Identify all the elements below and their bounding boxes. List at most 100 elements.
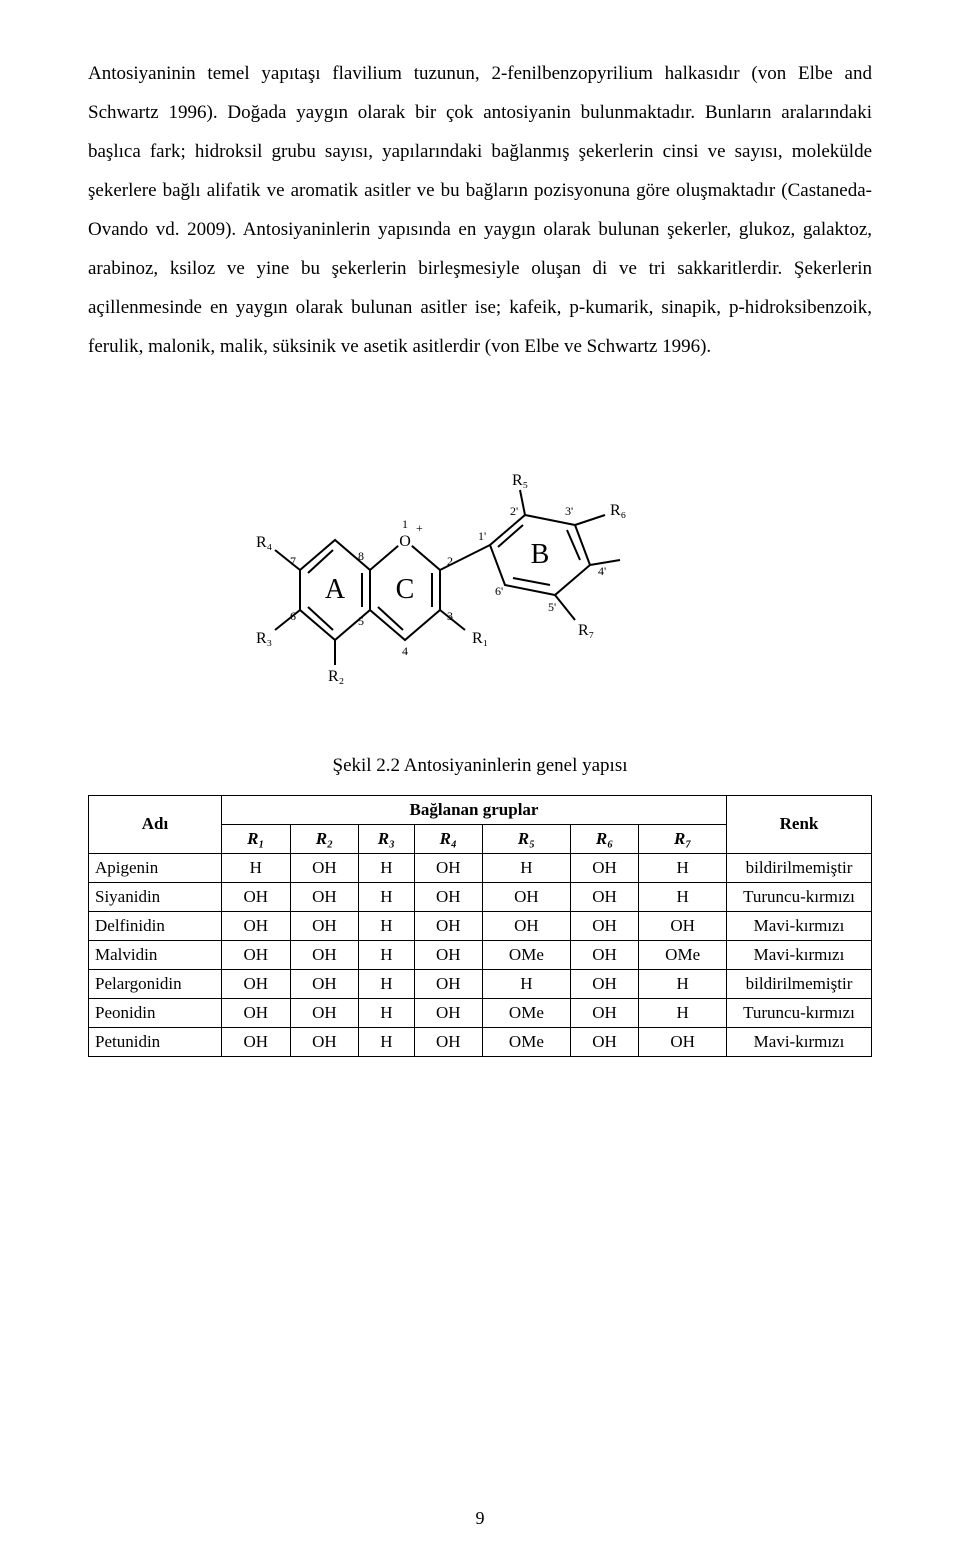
label-r7: R₇ [578, 622, 594, 639]
pos-6p: 6' [495, 584, 503, 598]
pos-4: 4 [402, 644, 408, 658]
cell-value: OH [222, 911, 291, 940]
cell-value: H [483, 853, 571, 882]
cell-color: Mavi-kırmızı [727, 1027, 872, 1056]
label-r3: R₃ [256, 630, 272, 647]
cell-value: OMe [483, 940, 571, 969]
cell-color: Turuncu-kırmızı [727, 998, 872, 1027]
label-r2: R₂ [328, 668, 344, 685]
cell-value: OH [414, 940, 483, 969]
cell-value: H [359, 911, 414, 940]
o-plus: + [416, 521, 423, 535]
cell-value: OH [414, 853, 483, 882]
cell-value: OH [222, 1027, 291, 1056]
pos-6: 6 [290, 609, 296, 623]
cell-name: Delfinidin [89, 911, 222, 940]
bond-r6 [575, 515, 605, 525]
pos-7: 7 [290, 554, 296, 568]
bond-r3 [275, 610, 300, 630]
header-r3: R₃ [359, 824, 414, 853]
cell-value: OMe [483, 998, 571, 1027]
cell-value: H [359, 853, 414, 882]
page-number: 9 [0, 1508, 960, 1529]
pos-4p: 4' [598, 564, 606, 578]
cell-value: H [359, 882, 414, 911]
cell-color: bildirilmemiştir [727, 969, 872, 998]
header-r2: R₂ [290, 824, 359, 853]
cell-value: OMe [639, 940, 727, 969]
cell-value: OH [570, 998, 639, 1027]
cell-name: Peonidin [89, 998, 222, 1027]
table-row: DelfinidinOHOHHOHOHOHOHMavi-kırmızı [89, 911, 872, 940]
ring-b-db3 [513, 578, 550, 585]
header-name: Adı [89, 795, 222, 853]
cell-value: OH [290, 882, 359, 911]
cell-value: H [483, 969, 571, 998]
table-row: SiyanidinOHOHHOHOHOHHTuruncu-kırmızı [89, 882, 872, 911]
header-r5: R₅ [483, 824, 571, 853]
cell-value: H [359, 940, 414, 969]
table-body: ApigeninHOHHOHHOHHbildirilmemiştirSiyani… [89, 853, 872, 1056]
cell-value: OH [570, 853, 639, 882]
ring-label-a: A [325, 574, 346, 605]
cell-color: Turuncu-kırmızı [727, 882, 872, 911]
label-r6: R₆ [610, 502, 626, 519]
cell-color: Mavi-kırmızı [727, 940, 872, 969]
label-r5: R₅ [512, 472, 528, 489]
cell-value: OH [222, 882, 291, 911]
anthocyanin-table: Adı Bağlanan gruplar Renk R₁ R₂ R₃ R₄ R₅… [88, 795, 872, 1057]
pos-3p: 3' [565, 504, 573, 518]
cell-name: Malvidin [89, 940, 222, 969]
cell-value: OH [290, 998, 359, 1027]
cell-name: Petunidin [89, 1027, 222, 1056]
cell-name: Pelargonidin [89, 969, 222, 998]
table-row: MalvidinOHOHHOHOMeOHOMeMavi-kırmızı [89, 940, 872, 969]
cell-value: H [222, 853, 291, 882]
table-header-row-1: Adı Bağlanan gruplar Renk [89, 795, 872, 824]
cell-value: OH [570, 969, 639, 998]
cell-value: OH [414, 969, 483, 998]
header-r6: R₆ [570, 824, 639, 853]
ring-label-b: B [531, 539, 550, 570]
cell-value: OH [290, 853, 359, 882]
cell-value: OH [570, 882, 639, 911]
cell-color: bildirilmemiştir [727, 853, 872, 882]
cell-value: H [639, 998, 727, 1027]
header-r4: R₄ [414, 824, 483, 853]
cell-value: OH [222, 998, 291, 1027]
cell-color: Mavi-kırmızı [727, 911, 872, 940]
pos-2p: 2' [510, 504, 518, 518]
cell-value: OH [222, 969, 291, 998]
label-r4: R₄ [256, 534, 273, 551]
cell-value: OH [414, 998, 483, 1027]
header-color: Renk [727, 795, 872, 853]
table-row: PeonidinOHOHHOHOMeOHHTuruncu-kırmızı [89, 998, 872, 1027]
cell-value: OH [570, 911, 639, 940]
cell-value: OH [639, 911, 727, 940]
table-row: PetunidinOHOHHOHOMeOHOHMavi-kırmızı [89, 1027, 872, 1056]
cell-value: OH [483, 882, 571, 911]
cell-value: H [639, 853, 727, 882]
cell-name: Siyanidin [89, 882, 222, 911]
pos-2: 2 [447, 554, 453, 568]
cell-value: H [359, 1027, 414, 1056]
cell-value: OMe [483, 1027, 571, 1056]
cell-value: H [639, 969, 727, 998]
pos-3: 3 [447, 609, 453, 623]
cell-value: OH [290, 940, 359, 969]
bond-r4 [275, 550, 300, 570]
cell-value: H [359, 969, 414, 998]
structure-figure: O + A C B R₁ R₂ R₃ R₄ [88, 415, 872, 715]
cell-value: H [639, 882, 727, 911]
cell-value: OH [414, 1027, 483, 1056]
ring-label-c: C [396, 574, 415, 605]
pos-5p: 5' [548, 600, 556, 614]
o-atom: O [399, 533, 411, 550]
label-r1: R₁ [472, 630, 488, 647]
bond-r5 [520, 490, 525, 515]
table-row: ApigeninHOHHOHHOHHbildirilmemiştir [89, 853, 872, 882]
header-r1: R₁ [222, 824, 291, 853]
cell-value: OH [414, 882, 483, 911]
cell-value: OH [290, 911, 359, 940]
body-paragraph: Antosiyaninin temel yapıtaşı flavilium t… [88, 55, 872, 367]
